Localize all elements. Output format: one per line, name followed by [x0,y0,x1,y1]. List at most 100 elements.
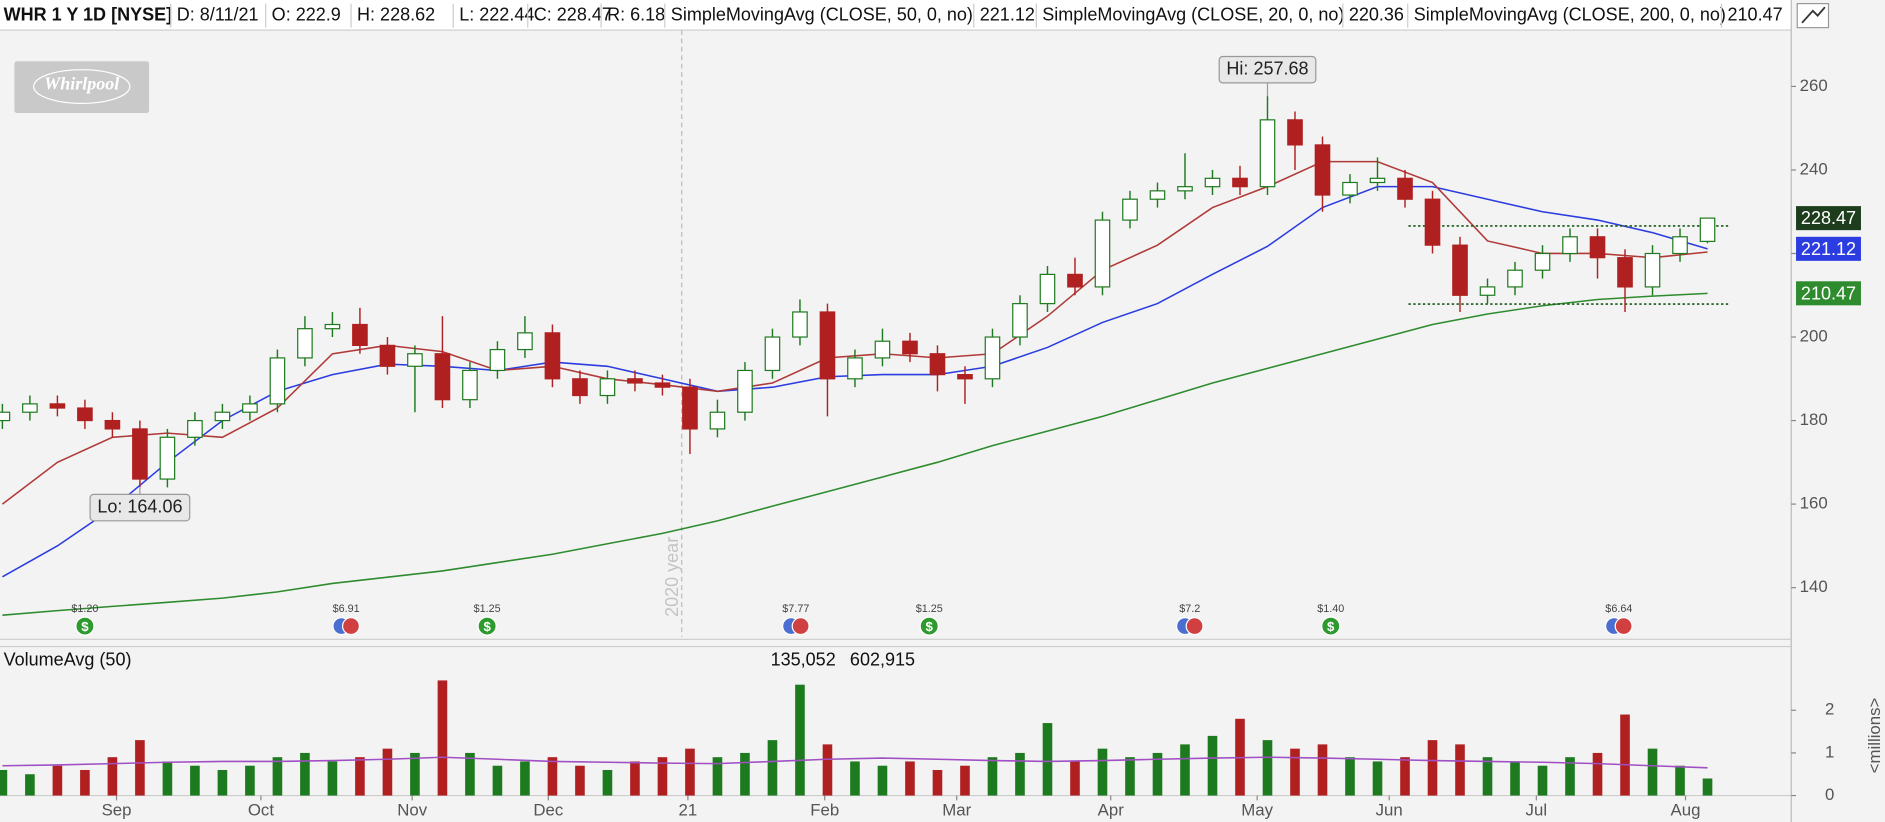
volume-bar [272,757,283,796]
logo: Whirlpool [44,73,119,93]
volume-y-tick-label: 0 [1825,785,1834,804]
candle-body [709,411,726,430]
volume-bar [575,765,585,796]
volume-bar [1125,757,1135,796]
volume-bar [1647,748,1658,796]
header-date: D: 8/11/21 [177,4,259,24]
x-tick-label: Jun [1376,801,1403,820]
price-tag-label: 228.47 [1801,208,1856,228]
candle-body [324,323,341,330]
x-tick-label: Apr [1098,801,1125,820]
candle-body [379,344,396,367]
volume-bar [1702,778,1713,796]
volume-bar [905,761,915,796]
candle-body [1369,177,1386,184]
candle-body [1287,119,1303,146]
volume-bar [822,744,833,796]
candle-body [1699,217,1716,242]
volume-bar [1015,752,1025,796]
candle-body [214,411,231,422]
volume-bar [437,680,448,796]
volume-bar [987,757,998,796]
candle-body [1589,236,1606,259]
volume-bar [767,740,778,796]
candle-body [544,332,561,380]
candle-body [1149,190,1166,200]
x-tick-label: May [1241,801,1273,820]
dividend-icon [919,616,939,636]
dividend-icon [477,616,497,636]
volume-bar [740,752,750,796]
candle-body [1424,198,1441,246]
volume-bar [245,765,255,796]
event-label: $7.2 [1179,603,1200,615]
price-tag [1796,281,1861,306]
candle-body [434,353,451,401]
candle-body [104,419,121,430]
volume-y-tick-label: 2 [1825,700,1834,719]
volume-bar [932,769,943,796]
candle-body [819,311,836,380]
volume-bar [1262,740,1273,796]
dividend-icon-text: $ [1327,619,1335,634]
volume-bar [1207,735,1218,796]
volume-bar [135,740,145,796]
candle-body [297,328,313,359]
candle-body [1314,144,1331,196]
x-tick-label: Dec [533,801,563,820]
volume-bar [685,748,695,796]
candle-body [737,369,753,413]
volume-bar [107,757,118,796]
dividend-icon-text: $ [926,619,934,634]
header-open: O: 222.9 [272,4,341,24]
header-low: L: 222.44 [459,4,534,24]
moving-average [2,292,1708,616]
x-tick-label: Aug [1671,801,1701,820]
event-label: $6.91 [333,603,360,615]
price-tag [1796,206,1861,231]
dividend-icon [1185,617,1204,636]
volume-bar [1675,765,1685,796]
overlay-name: SimpleMovingAvg (CLOSE, 50, 0, no) [671,4,973,24]
candle-body [1067,273,1083,288]
volume-average [2,756,1708,769]
volume-value: 135,052 [771,650,836,670]
overlay-value: 210.47 [1728,4,1783,24]
candle-body [599,378,616,397]
volume-bar [850,761,860,796]
candle-body [1562,236,1578,255]
volume-bar [877,765,888,796]
volume-bar [657,757,668,796]
candle-body [792,311,808,338]
header-close: C: 228.47 [534,4,612,24]
event-label: $1.40 [1317,603,1344,615]
candle-body [1122,198,1138,221]
candle-body [1232,177,1248,188]
volume-bar [492,765,503,796]
chart-style-icon[interactable] [1796,3,1830,29]
volume-bar [1620,714,1630,796]
volume-bar [1345,757,1355,796]
volume-bar [1400,757,1410,796]
candle-body [957,374,973,380]
candle-body [764,336,781,372]
candle-body [654,382,671,388]
volume-bar [1290,748,1300,796]
dividend-icon [341,617,361,636]
header-separators [170,3,1723,28]
candle-body [682,386,698,430]
candle-body [1644,252,1661,288]
volume-bar [410,752,420,796]
candle-body [572,378,588,397]
candle-body [1012,303,1028,338]
volume-bar [1070,761,1080,796]
dividend-icon-text: $ [483,619,491,634]
volume-bar [327,761,338,796]
header-range: R: 6.18 [607,4,665,24]
volume-title: VolumeAvg (50) [4,650,132,670]
overlay-name: SimpleMovingAvg (CLOSE, 200, 0, no) [1414,4,1726,24]
candle-body [1479,286,1496,296]
volume-bar [300,752,310,796]
